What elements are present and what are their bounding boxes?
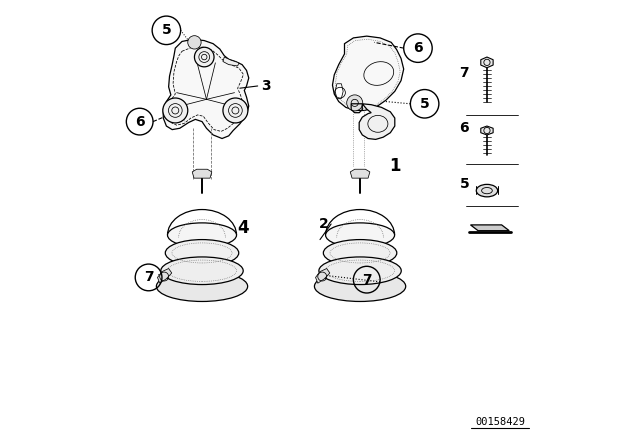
Ellipse shape <box>314 271 406 302</box>
Text: 7: 7 <box>362 273 372 287</box>
Ellipse shape <box>156 271 248 302</box>
Polygon shape <box>359 104 395 139</box>
Text: 7: 7 <box>460 65 469 80</box>
Ellipse shape <box>364 62 394 86</box>
Text: 6: 6 <box>135 115 145 129</box>
Circle shape <box>188 36 201 49</box>
Ellipse shape <box>168 223 237 247</box>
Text: 5: 5 <box>460 177 469 191</box>
Circle shape <box>195 47 214 67</box>
Polygon shape <box>470 225 509 231</box>
Polygon shape <box>350 169 370 178</box>
Text: 6: 6 <box>460 121 469 135</box>
Polygon shape <box>223 57 239 66</box>
Polygon shape <box>335 84 343 99</box>
Ellipse shape <box>161 257 243 284</box>
Ellipse shape <box>476 185 498 197</box>
Text: 6: 6 <box>413 41 423 55</box>
Polygon shape <box>192 169 212 178</box>
Ellipse shape <box>319 257 401 284</box>
Ellipse shape <box>326 223 395 247</box>
Text: 2: 2 <box>319 217 329 231</box>
Text: 3: 3 <box>261 79 271 93</box>
Circle shape <box>223 98 248 123</box>
Text: 4: 4 <box>237 220 249 237</box>
Polygon shape <box>481 126 493 135</box>
Polygon shape <box>316 268 330 283</box>
Circle shape <box>347 95 363 111</box>
Polygon shape <box>157 268 172 283</box>
Ellipse shape <box>165 240 239 266</box>
Polygon shape <box>332 36 404 111</box>
Text: 1: 1 <box>389 157 401 175</box>
Polygon shape <box>163 39 249 138</box>
Text: 00158429: 00158429 <box>476 417 525 427</box>
Polygon shape <box>481 57 493 68</box>
Ellipse shape <box>323 240 397 266</box>
Circle shape <box>163 98 188 123</box>
Text: 5: 5 <box>420 97 429 111</box>
Text: 5: 5 <box>161 23 172 37</box>
Text: 7: 7 <box>144 271 154 284</box>
